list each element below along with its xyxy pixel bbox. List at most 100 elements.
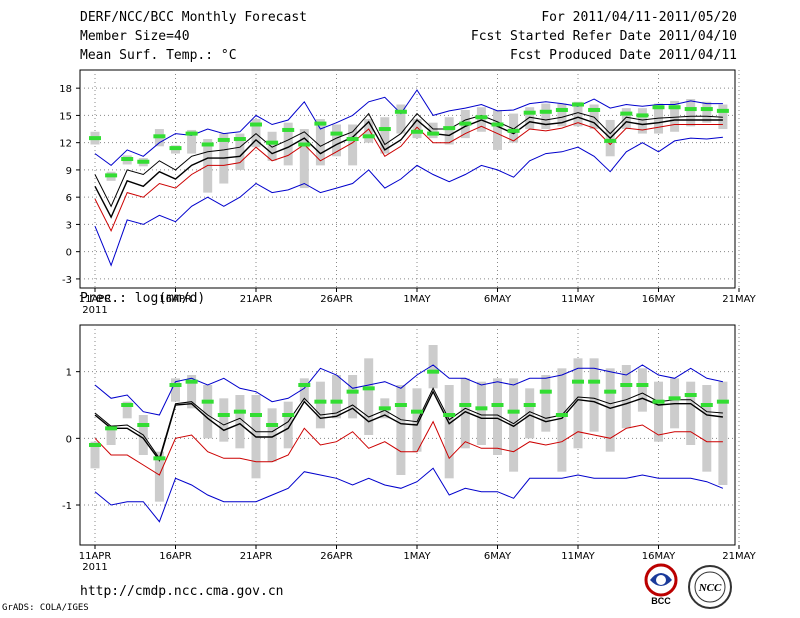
temp-obs-marker xyxy=(572,102,584,107)
temp-obs-marker xyxy=(394,109,407,114)
prec-obs-marker xyxy=(443,413,456,417)
prec-obs-marker xyxy=(668,396,681,401)
forecast-start-date: Fcst Started Refer Date 2011/04/10 xyxy=(470,29,737,44)
prec-spread-box xyxy=(702,385,712,472)
ncc-logo: NCC xyxy=(688,565,732,609)
prec-xtick-label: 1MAY xyxy=(403,551,431,562)
prec-obs-marker xyxy=(459,403,472,407)
temp-spread-box xyxy=(315,119,325,166)
prec-spread-box xyxy=(428,345,438,389)
prec-spread-box xyxy=(187,375,197,409)
source-url[interactable]: http://cmdp.ncc.cma.gov.cn xyxy=(80,584,284,599)
temp-xtick-label: 11MAY xyxy=(561,294,595,305)
prec-lower-line xyxy=(94,420,723,476)
prec-spread-box xyxy=(509,378,519,472)
prec-obs-marker xyxy=(523,403,536,407)
prec-mean-line xyxy=(94,390,723,462)
prec-spread-box xyxy=(525,388,535,439)
temp-spread-box xyxy=(637,108,647,134)
prec-spread-box xyxy=(315,381,325,429)
prec-xtick-label: 16MAY xyxy=(642,551,676,562)
prec-spread-box xyxy=(348,375,358,419)
temp-obs-marker xyxy=(427,131,440,136)
temp-obs-marker xyxy=(153,134,166,139)
temp-ytick-label: 18 xyxy=(59,84,72,95)
temp-spread-box xyxy=(621,108,631,130)
temp-panel: 11APR 16APR 21APR 26APR 1MAY 6MAY 11MAY 16MAY 21… xyxy=(59,69,757,316)
member-size: Member Size=40 xyxy=(80,29,190,44)
prec-xtick-label: 11APR xyxy=(79,551,112,562)
temp-obs-marker xyxy=(700,107,713,112)
prec-spread-box xyxy=(90,441,100,469)
prec-obs-marker xyxy=(539,389,552,394)
prec-obs-marker xyxy=(652,399,665,404)
prec-obs-marker xyxy=(555,413,568,417)
temp-obs-marker xyxy=(201,142,214,147)
prec-xtick-label: 21APR xyxy=(240,551,273,562)
temp-obs-marker xyxy=(298,142,311,147)
prec-spread-box xyxy=(171,378,180,402)
temp-obs-marker xyxy=(89,136,101,141)
temp-obs-marker xyxy=(475,115,488,120)
temp-obs-marker xyxy=(491,122,504,127)
temp-obs-marker xyxy=(507,128,520,133)
temp-spread-box xyxy=(444,117,454,145)
prec-obs-marker xyxy=(169,383,182,387)
prec-spread-box xyxy=(283,401,293,449)
prec-ytick-label: -1 xyxy=(62,501,72,512)
temp-obs-marker xyxy=(636,113,649,118)
prec-obs-marker xyxy=(282,413,295,417)
prec-obs-marker xyxy=(298,383,311,387)
prec-spread-box xyxy=(332,375,341,419)
prec-xtick-label: 26APR xyxy=(320,551,353,562)
temp-ytick-label: 0 xyxy=(66,248,72,259)
prec-spread-box xyxy=(122,401,132,419)
temp-mean-line xyxy=(94,116,723,219)
prec-spread-box xyxy=(589,358,599,432)
prec-xtick-label: 11MAY xyxy=(561,551,595,562)
prec-spread-box xyxy=(605,368,615,452)
temp-xtick-label: 21APR xyxy=(240,294,273,305)
temp-ytick-label: 6 xyxy=(66,193,72,204)
prec-obs-marker xyxy=(427,369,440,374)
prec-xtick-label: 6MAY xyxy=(484,551,512,562)
prec-obs-marker xyxy=(233,409,246,414)
prec-obs-marker xyxy=(362,386,375,391)
temp-spread-box xyxy=(493,109,502,150)
temp-obs-marker xyxy=(314,121,327,126)
bcc-logo: BCC xyxy=(644,563,678,606)
temp-obs-marker xyxy=(539,109,552,114)
temp-xtick-label: 11APR xyxy=(79,294,112,305)
temp-obs-marker xyxy=(330,131,343,136)
prec-obs-marker xyxy=(620,383,633,387)
temp-obs-marker xyxy=(266,140,279,145)
prec-spread-box xyxy=(412,388,422,452)
temp-spread-box xyxy=(702,101,712,123)
temp-spread-box xyxy=(283,122,293,166)
prec-obs-marker xyxy=(411,409,423,414)
grads-credit: GrADS: COLA/IGES xyxy=(2,603,89,613)
prec-year-label: 2011 xyxy=(82,562,107,573)
prec-obs-marker xyxy=(572,379,584,384)
temp-max-line xyxy=(94,89,723,167)
temp-spread-box xyxy=(686,99,696,127)
temp-spread-box xyxy=(267,131,277,161)
prec-spread-box xyxy=(637,368,647,412)
temp-obs-marker xyxy=(185,131,198,136)
temp-year-label: 2011 xyxy=(82,305,107,316)
temp-spread-box xyxy=(557,103,567,127)
temp-spread-box xyxy=(541,103,551,130)
prec-obs-marker xyxy=(185,379,198,384)
temp-obs-marker xyxy=(362,134,375,139)
prec-panel: 11APR 16APR 21APR 26APR 1MAY 6MAY 11MAY 16MAY 21… xyxy=(62,324,757,573)
prec-spread-box xyxy=(106,425,116,445)
temp-obs-marker xyxy=(346,137,359,142)
temp-ytick-label: 9 xyxy=(66,166,72,177)
temp-min-line xyxy=(94,136,723,267)
prec-obs-marker xyxy=(121,403,134,407)
temp-obs-marker xyxy=(282,127,295,132)
prec-ytick-label: 1 xyxy=(66,368,72,379)
prec-spread-box xyxy=(557,368,567,472)
temp-upper-line xyxy=(94,112,723,208)
